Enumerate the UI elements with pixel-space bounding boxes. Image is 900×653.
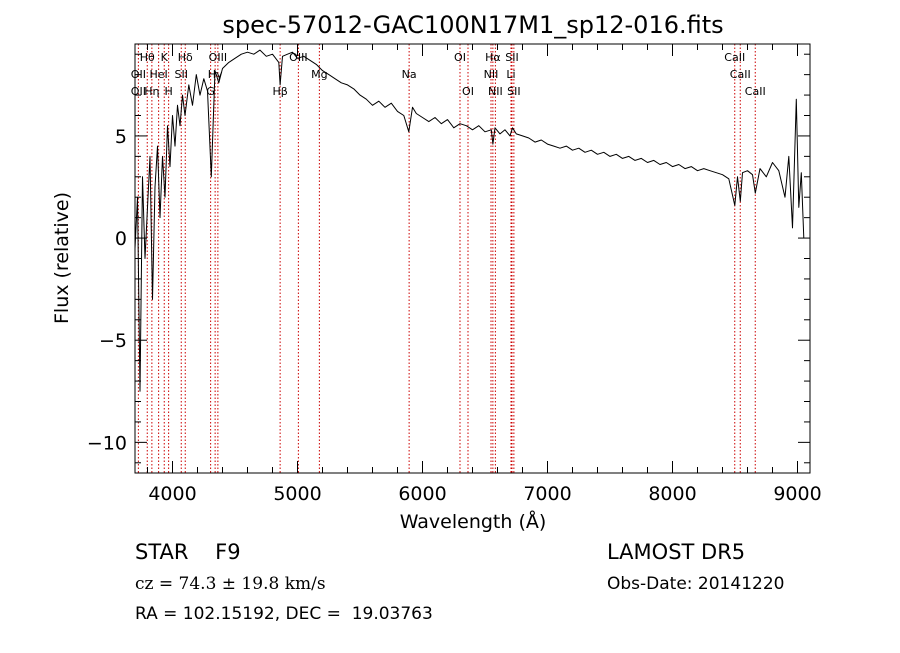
spectrum-series (134, 49, 805, 392)
line-label-9: OIII (209, 51, 227, 64)
line-label-4: HeI (149, 68, 167, 81)
line-label-11: G (206, 85, 215, 98)
y-tick-label-2: 0 (115, 228, 127, 250)
line-label-13: Hβ (272, 85, 287, 98)
line-label-14: Mg (311, 68, 327, 81)
object-class-label: STAR F9 (135, 540, 241, 564)
y-tick-label-0: −10 (87, 432, 127, 454)
line-label-7: Hη (144, 85, 159, 98)
y-tick-label-3: 5 (115, 126, 127, 148)
plot-frame (134, 43, 811, 474)
x-tick-label-2: 6000 (398, 483, 446, 505)
line-label-23: SII (507, 85, 520, 98)
x-tick-label-0: 4000 (148, 483, 196, 505)
chart-title: spec-57012-GAC100N17M1_sp12-016.fits (222, 11, 723, 39)
line-label-8: H (164, 85, 172, 98)
x-tick-label-1: 5000 (273, 483, 321, 505)
line-label-3: OII (131, 68, 146, 81)
spectral-line-markers (137, 44, 756, 473)
line-label-16: OI (454, 51, 466, 64)
line-label-6: OII (131, 85, 146, 98)
line-label-22: Li (506, 68, 515, 81)
line-label-18: Hα (485, 51, 501, 64)
line-label-21: SII (505, 51, 518, 64)
x-tick-label-5: 9000 (773, 483, 821, 505)
line-label-20: NII (488, 85, 503, 98)
y-axis-label: Flux (relative) (51, 192, 73, 324)
line-label-12: OIII (289, 51, 307, 64)
line-label-1: K (161, 51, 169, 64)
obs-date-label: Obs-Date: 20141220 (607, 574, 785, 594)
redshift-label: cz = 74.3 ± 19.8 km/s (135, 574, 326, 594)
line-label-10: Hγ (208, 68, 223, 81)
line-label-25: CaII (730, 68, 751, 81)
y-tick-label-1: −5 (99, 330, 127, 352)
spectrum-line-0 (134, 49, 805, 392)
line-label-5: SII (175, 68, 188, 81)
line-label-17: OI (462, 85, 474, 98)
line-label-2: Hδ (178, 51, 193, 64)
line-label-0: Hθ (140, 51, 155, 64)
axes: 4000 5000 6000 7000 8000 9000 −10 −5 0 5 (87, 43, 822, 505)
line-label-26: CaII (745, 85, 766, 98)
survey-label: LAMOST DR5 (607, 540, 746, 564)
line-label-15: Na (402, 68, 417, 81)
line-label-24: CaII (724, 51, 745, 64)
x-tick-label-3: 7000 (523, 483, 571, 505)
line-label-19: NII (484, 68, 499, 81)
x-axis-label: Wavelength (Å) (400, 510, 547, 533)
x-tick-label-4: 8000 (648, 483, 696, 505)
ra-dec-label: RA = 102.15192, DEC = 19.03763 (135, 604, 433, 624)
